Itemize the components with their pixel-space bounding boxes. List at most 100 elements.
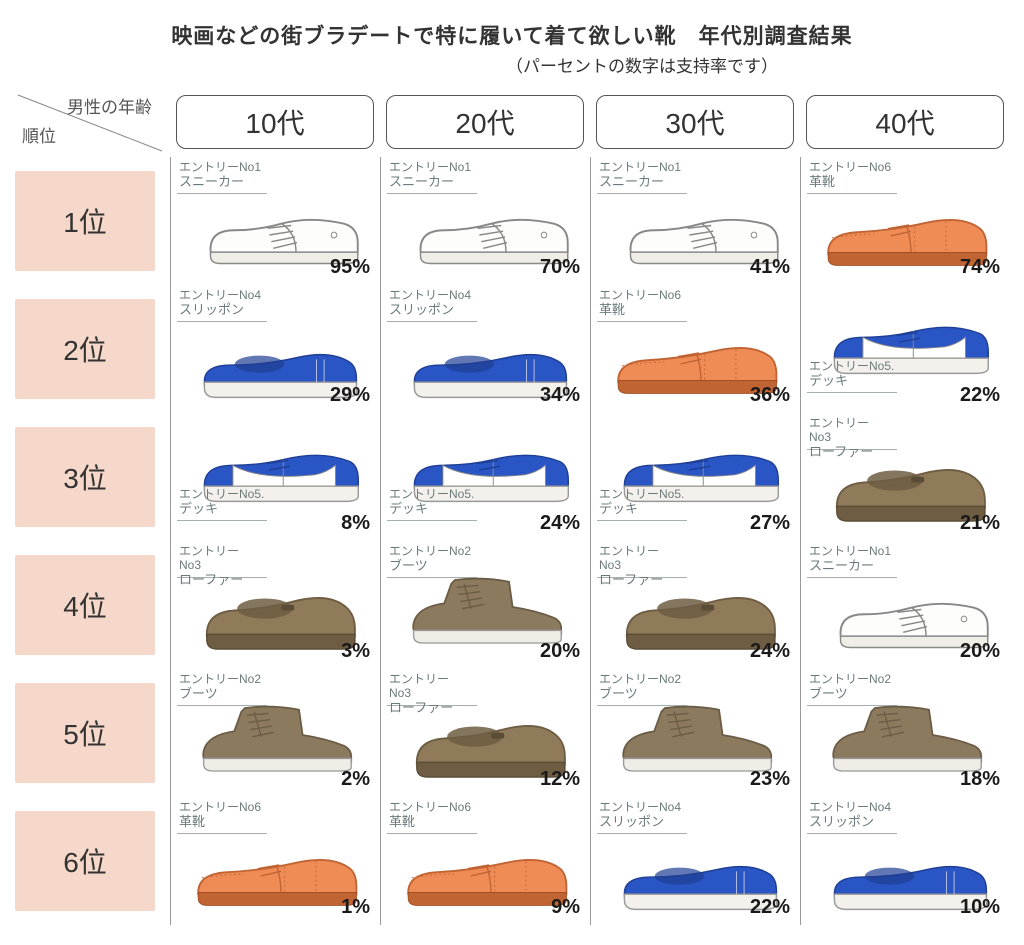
label-underline: [387, 833, 477, 834]
entry-label: エントリーNo4スリッポン: [599, 801, 681, 830]
corner-diagonal: [10, 87, 170, 157]
data-cell: エントリーNo3ローファー 12%: [380, 669, 590, 797]
data-cell: エントリーNo3ローファー 24%: [590, 541, 800, 669]
entry-label: エントリーNo3ローファー: [599, 545, 663, 588]
percentage-value: 12%: [540, 768, 580, 791]
rank-label: 6位: [15, 811, 155, 911]
entry-label: エントリーNo5.デッキ: [809, 360, 894, 389]
percentage-value: 24%: [540, 512, 580, 535]
entry-label: エントリーNo5.デッキ: [599, 488, 684, 517]
entry-label: エントリーNo3ローファー: [809, 417, 873, 460]
rank-label: 5位: [15, 683, 155, 783]
percentage-value: 95%: [330, 256, 370, 279]
percentage-value: 9%: [551, 896, 580, 919]
entry-label: エントリーNo1スニーカー: [809, 545, 891, 574]
percentage-value: 23%: [750, 768, 790, 791]
rank-label: 4位: [15, 555, 155, 655]
label-underline: [807, 449, 897, 450]
percentage-value: 2%: [341, 768, 370, 791]
corner-header: 男性の年齢 順位: [10, 87, 170, 157]
data-cell: エントリーNo5.デッキ 22%: [800, 285, 1010, 413]
main-title: 映画などの街ブラデートで特に履いて着て欲しい靴 年代別調査結果: [10, 20, 1014, 50]
label-underline: [387, 577, 477, 578]
data-cell: エントリーNo4スリッポン29%: [170, 285, 380, 413]
percentage-value: 24%: [750, 640, 790, 663]
age-header: 30代: [590, 87, 800, 157]
data-cell: エントリーNo2ブーツ 20%: [380, 541, 590, 669]
percentage-value: 41%: [750, 256, 790, 279]
percentage-value: 8%: [341, 512, 370, 535]
entry-label: エントリーNo4スリッポン: [179, 289, 261, 318]
percentage-value: 34%: [540, 384, 580, 407]
percentage-value: 1%: [341, 896, 370, 919]
data-cell: エントリーNo2ブーツ18%: [800, 669, 1010, 797]
age-header: 10代: [170, 87, 380, 157]
label-underline: [387, 193, 477, 194]
ranking-grid: 男性の年齢 順位 10代20代30代40代1位エントリーNo1スニーカー95%エ…: [10, 87, 1014, 925]
entry-label: エントリーNo1スニーカー: [389, 161, 471, 190]
data-cell: エントリーNo3ローファー3%: [170, 541, 380, 669]
rank-cell: 2位: [10, 285, 170, 413]
age-header-label: 40代: [806, 95, 1004, 149]
sub-title: （パーセントの数字は支持率です）: [270, 52, 1014, 77]
entry-label: エントリーNo3ローファー: [389, 673, 453, 716]
label-underline: [597, 520, 687, 521]
label-underline: [807, 833, 897, 834]
entry-label: エントリーNo1スニーカー: [599, 161, 681, 190]
percentage-value: 22%: [750, 896, 790, 919]
age-header: 20代: [380, 87, 590, 157]
label-underline: [177, 833, 267, 834]
label-underline: [807, 392, 897, 393]
percentage-value: 22%: [960, 384, 1000, 407]
rank-label: 2位: [15, 299, 155, 399]
label-underline: [597, 577, 687, 578]
label-underline: [807, 705, 897, 706]
label-underline: [597, 321, 687, 322]
entry-label: エントリーNo4スリッポン: [389, 289, 471, 318]
data-cell: エントリーNo5.デッキ 24%: [380, 413, 590, 541]
data-cell: エントリーNo1スニーカー 20%: [800, 541, 1010, 669]
label-underline: [807, 193, 897, 194]
label-underline: [177, 321, 267, 322]
data-cell: エントリーNo4スリッポン 34%: [380, 285, 590, 413]
entry-label: エントリーNo3ローファー: [179, 545, 243, 588]
rank-cell: 1位: [10, 157, 170, 285]
label-underline: [597, 833, 687, 834]
rank-cell: 5位: [10, 669, 170, 797]
rank-cell: 3位: [10, 413, 170, 541]
data-cell: エントリーNo5.デッキ 27%: [590, 413, 800, 541]
data-cell: エントリーNo6革靴1%: [170, 797, 380, 925]
percentage-value: 20%: [540, 640, 580, 663]
entry-label: エントリーNo6革靴: [599, 289, 681, 318]
data-cell: エントリーNo2ブーツ23%: [590, 669, 800, 797]
percentage-value: 36%: [750, 384, 790, 407]
entry-label: エントリーNo2ブーツ: [179, 673, 261, 702]
entry-label: エントリーNo2ブーツ: [389, 545, 471, 574]
data-cell: エントリーNo1スニーカー95%: [170, 157, 380, 285]
percentage-value: 27%: [750, 512, 790, 535]
percentage-value: 74%: [960, 256, 1000, 279]
data-cell: エントリーNo6革靴74%: [800, 157, 1010, 285]
label-underline: [387, 520, 477, 521]
percentage-value: 18%: [960, 768, 1000, 791]
label-underline: [387, 321, 477, 322]
entry-label: エントリーNo5.デッキ: [389, 488, 474, 517]
data-cell: エントリーNo4スリッポン10%: [800, 797, 1010, 925]
rank-cell: 4位: [10, 541, 170, 669]
label-underline: [177, 577, 267, 578]
age-header-label: 20代: [386, 95, 584, 149]
age-header-label: 30代: [596, 95, 794, 149]
label-underline: [177, 193, 267, 194]
rank-label: 1位: [15, 171, 155, 271]
rank-label: 3位: [15, 427, 155, 527]
age-header-label: 10代: [176, 95, 374, 149]
label-underline: [597, 705, 687, 706]
percentage-value: 20%: [960, 640, 1000, 663]
boots-icon: [191, 699, 362, 781]
label-underline: [177, 705, 267, 706]
data-cell: エントリーNo6革靴 36%: [590, 285, 800, 413]
data-cell: エントリーNo2ブーツ 2%: [170, 669, 380, 797]
percentage-value: 21%: [960, 512, 1000, 535]
label-underline: [177, 520, 267, 521]
label-underline: [807, 577, 897, 578]
